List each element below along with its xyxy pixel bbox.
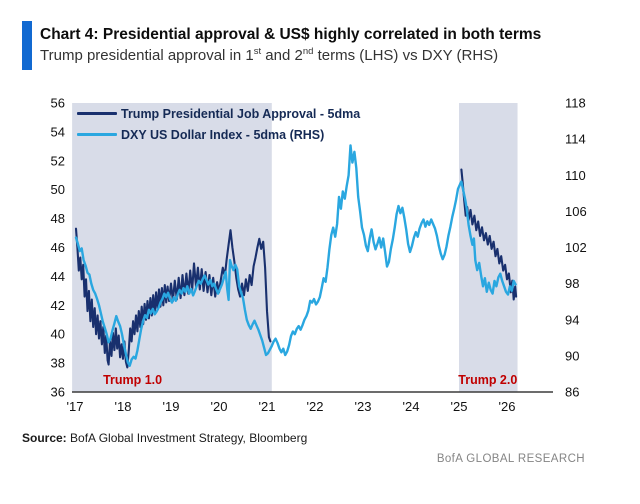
chart-legend: Trump Presidential Job Approval - 5dma D… bbox=[77, 103, 360, 145]
term-shading-region bbox=[459, 103, 518, 392]
term-label: Trump 2.0 bbox=[458, 373, 517, 387]
source-text: BofA Global Investment Strategy, Bloombe… bbox=[66, 431, 308, 445]
right-axis-tick: 86 bbox=[565, 385, 579, 400]
legend-label-dxy: DXY US Dollar Index - 5dma (RHS) bbox=[121, 127, 325, 142]
right-axis-tick: 114 bbox=[565, 132, 586, 147]
chart-subtitle: Trump presidential approval in 1st and 2… bbox=[40, 46, 620, 66]
x-axis-tick: '18 bbox=[115, 399, 132, 414]
source-line: Source: BofA Global Investment Strategy,… bbox=[22, 431, 307, 445]
source-label: Source: bbox=[22, 431, 67, 445]
term-label: Trump 1.0 bbox=[103, 373, 162, 387]
legend-item-dxy: DXY US Dollar Index - 5dma (RHS) bbox=[77, 124, 360, 145]
subtitle-part: and 2 bbox=[261, 47, 303, 64]
left-axis-tick: 38 bbox=[51, 356, 65, 371]
approval-line-swatch bbox=[77, 112, 117, 115]
x-axis-tick: '23 bbox=[355, 399, 372, 414]
right-axis-tick: 90 bbox=[565, 348, 579, 363]
left-axis-tick: 40 bbox=[51, 327, 65, 342]
legend-item-approval: Trump Presidential Job Approval - 5dma bbox=[77, 103, 360, 124]
right-axis-tick: 102 bbox=[565, 240, 587, 255]
x-axis-tick: '19 bbox=[163, 399, 180, 414]
right-axis-tick: 110 bbox=[565, 168, 586, 183]
left-axis-tick: 42 bbox=[51, 298, 65, 313]
left-axis-tick: 36 bbox=[51, 385, 65, 400]
chart-title: Chart 4: Presidential approval & US$ hig… bbox=[40, 26, 542, 43]
right-axis-tick: 106 bbox=[565, 204, 587, 219]
research-brand-footer: BofA GLOBAL RESEARCH bbox=[436, 453, 585, 465]
left-axis-tick: 50 bbox=[51, 182, 65, 197]
left-axis-tick: 48 bbox=[51, 211, 65, 226]
right-axis-tick: 118 bbox=[565, 96, 586, 111]
right-axis-tick: 94 bbox=[565, 312, 579, 327]
left-axis-tick: 46 bbox=[51, 240, 65, 255]
left-axis-tick: 44 bbox=[51, 269, 65, 284]
subtitle-superscript: nd bbox=[302, 46, 314, 57]
legend-label-approval: Trump Presidential Job Approval - 5dma bbox=[121, 106, 361, 121]
x-axis-tick: '20 bbox=[211, 399, 228, 414]
x-axis-tick: '25 bbox=[451, 399, 468, 414]
left-axis-tick: 52 bbox=[51, 153, 65, 168]
x-axis-tick: '17 bbox=[67, 399, 84, 414]
term-shading-region bbox=[72, 103, 272, 392]
subtitle-part: terms (LHS) vs DXY (RHS) bbox=[313, 47, 499, 64]
x-axis-tick: '22 bbox=[307, 399, 324, 414]
subtitle-superscript: st bbox=[253, 46, 262, 57]
left-axis-tick: 54 bbox=[51, 124, 65, 139]
x-axis-tick: '21 bbox=[259, 399, 276, 414]
x-axis-tick: '26 bbox=[499, 399, 516, 414]
title-accent-bar bbox=[22, 21, 32, 70]
dxy-line bbox=[74, 144, 517, 367]
dxy-line-swatch bbox=[77, 133, 117, 136]
subtitle-part: Trump presidential approval in 1 bbox=[40, 47, 254, 64]
right-axis-tick: 98 bbox=[565, 276, 579, 291]
left-axis-tick: 56 bbox=[51, 96, 65, 111]
x-axis-tick: '24 bbox=[403, 399, 420, 414]
approval-line bbox=[74, 227, 272, 369]
